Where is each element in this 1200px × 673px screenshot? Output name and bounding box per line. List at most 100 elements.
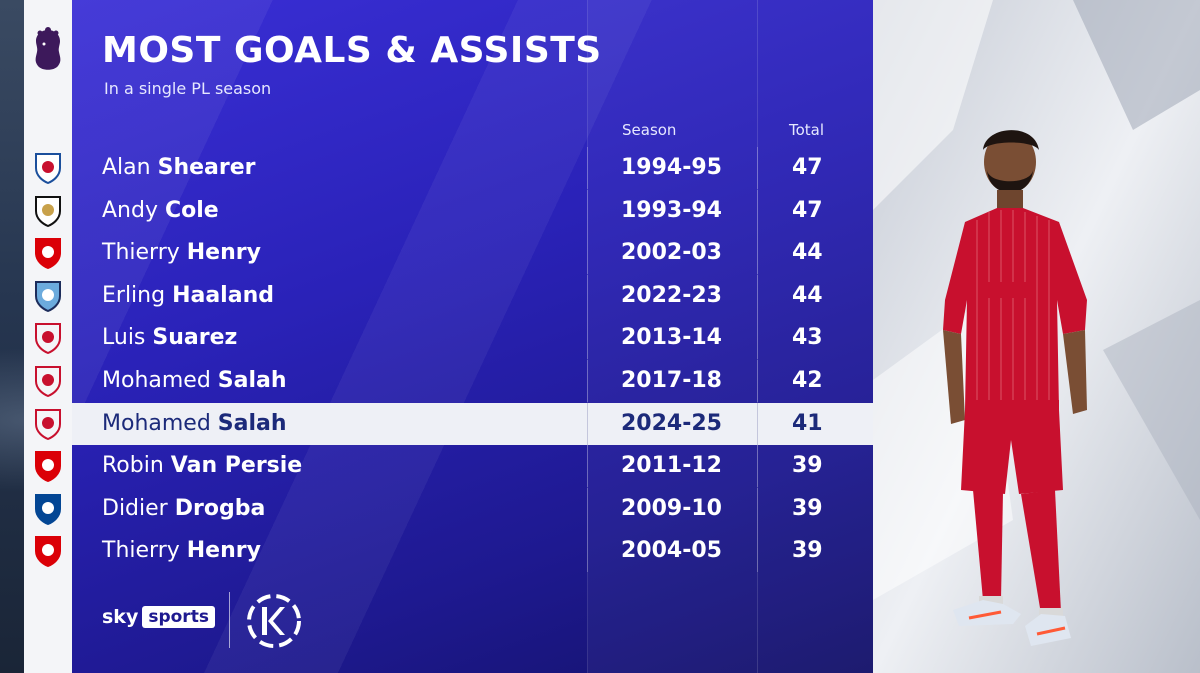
- liverpool-badge-icon: [35, 323, 61, 354]
- season-cell: 2013-14: [621, 325, 722, 350]
- footer-divider: [229, 592, 230, 648]
- total-column-header: Total: [789, 121, 825, 139]
- column-divider: [587, 530, 588, 572]
- player-name: Didier Drogba: [102, 496, 265, 521]
- player-photo: [873, 0, 1200, 673]
- player-name: Robin Van Persie: [102, 453, 302, 478]
- player-first-name: Robin: [102, 453, 164, 478]
- total-cell: 47: [792, 155, 823, 180]
- total-cell: 44: [792, 240, 823, 265]
- table-row: Thierry Henry 2004-05 39: [72, 530, 873, 572]
- season-cell: 2009-10: [621, 496, 722, 521]
- newcastle-badge-icon: [35, 196, 61, 227]
- page-title: MOST GOALS & ASSISTS: [102, 30, 602, 71]
- column-divider: [757, 317, 758, 359]
- total-cell: 39: [792, 538, 823, 563]
- player-last-name: Van Persie: [170, 453, 303, 478]
- table-row: Didier Drogba 2009-10 39: [72, 488, 873, 530]
- table-row: Andy Cole 1993-94 47: [72, 190, 873, 232]
- player-name: Luis Suarez: [102, 325, 237, 350]
- column-divider: [757, 488, 758, 530]
- season-cell: 2011-12: [621, 453, 722, 478]
- player-last-name: Haaland: [172, 283, 274, 308]
- arsenal-badge-icon: [35, 451, 61, 482]
- sports-wordmark: sports: [142, 606, 215, 628]
- player-last-name: Shearer: [157, 155, 256, 180]
- column-divider: [757, 232, 758, 274]
- column-divider: [757, 403, 758, 445]
- total-cell: 42: [792, 368, 823, 393]
- column-divider: [587, 445, 588, 487]
- total-cell: 44: [792, 283, 823, 308]
- player-last-name: Salah: [217, 411, 287, 436]
- total-cell: 39: [792, 453, 823, 478]
- player-last-name: Suarez: [152, 325, 238, 350]
- season-column-header: Season: [622, 121, 677, 139]
- player-first-name: Mohamed: [102, 411, 211, 436]
- season-column-band: [587, 0, 758, 673]
- column-divider: [587, 190, 588, 232]
- table-row: Mohamed Salah 2024-25 41: [72, 403, 873, 445]
- player-first-name: Thierry: [102, 240, 180, 265]
- total-column-band: [757, 0, 873, 673]
- player-last-name: Salah: [217, 368, 287, 393]
- table-row: Thierry Henry 2002-03 44: [72, 232, 873, 274]
- table-row: Erling Haaland 2022-23 44: [72, 275, 873, 317]
- player-last-name: Drogba: [174, 496, 266, 521]
- column-divider: [757, 445, 758, 487]
- season-cell: 2004-05: [621, 538, 722, 563]
- column-divider: [587, 403, 588, 445]
- player-first-name: Mohamed: [102, 368, 211, 393]
- season-cell: 1993-94: [621, 198, 722, 223]
- total-cell: 41: [792, 411, 823, 436]
- player-last-name: Henry: [186, 240, 261, 265]
- player-area: [873, 0, 1200, 673]
- kick-it-out-logo: [247, 594, 301, 648]
- player-first-name: Didier: [102, 496, 168, 521]
- player-name: Mohamed Salah: [102, 368, 287, 393]
- player-name: Alan Shearer: [102, 155, 256, 180]
- player-first-name: Luis: [102, 325, 146, 350]
- player-name: Andy Cole: [102, 198, 219, 223]
- player-name: Mohamed Salah: [102, 411, 287, 436]
- player-last-name: Henry: [186, 538, 261, 563]
- player-first-name: Erling: [102, 283, 166, 308]
- column-divider: [587, 317, 588, 359]
- column-divider: [587, 147, 588, 189]
- column-divider: [587, 275, 588, 317]
- total-cell: 43: [792, 325, 823, 350]
- column-divider: [587, 360, 588, 402]
- table-row: Mohamed Salah 2017-18 42: [72, 360, 873, 402]
- column-divider: [587, 232, 588, 274]
- player-first-name: Thierry: [102, 538, 180, 563]
- total-cell: 47: [792, 198, 823, 223]
- total-cell: 39: [792, 496, 823, 521]
- arsenal-badge-icon: [35, 536, 61, 567]
- column-divider: [757, 147, 758, 189]
- liverpool-badge-icon: [35, 366, 61, 397]
- season-cell: 1994-95: [621, 155, 722, 180]
- stats-panel: [72, 0, 873, 673]
- sky-sports-logo: sky sports: [102, 606, 215, 632]
- premier-league-lion-icon: [35, 27, 61, 70]
- chelsea-badge-icon: [35, 494, 61, 525]
- arsenal-badge-icon: [35, 238, 61, 269]
- liverpool-badge-icon: [35, 409, 61, 440]
- player-name: Thierry Henry: [102, 240, 261, 265]
- player-first-name: Alan: [102, 155, 151, 180]
- season-cell: 2024-25: [621, 411, 722, 436]
- player-name: Thierry Henry: [102, 538, 261, 563]
- season-cell: 2017-18: [621, 368, 722, 393]
- season-cell: 2002-03: [621, 240, 722, 265]
- sky-wordmark: sky: [102, 606, 139, 628]
- season-cell: 2022-23: [621, 283, 722, 308]
- table-row: Luis Suarez 2013-14 43: [72, 317, 873, 359]
- man-city-badge-icon: [35, 281, 61, 312]
- column-divider: [757, 190, 758, 232]
- blackburn-badge-icon: [35, 153, 61, 184]
- player-name: Erling Haaland: [102, 283, 274, 308]
- player-first-name: Andy: [102, 198, 158, 223]
- column-divider: [757, 530, 758, 572]
- column-divider: [757, 275, 758, 317]
- page-subtitle: In a single PL season: [104, 79, 272, 98]
